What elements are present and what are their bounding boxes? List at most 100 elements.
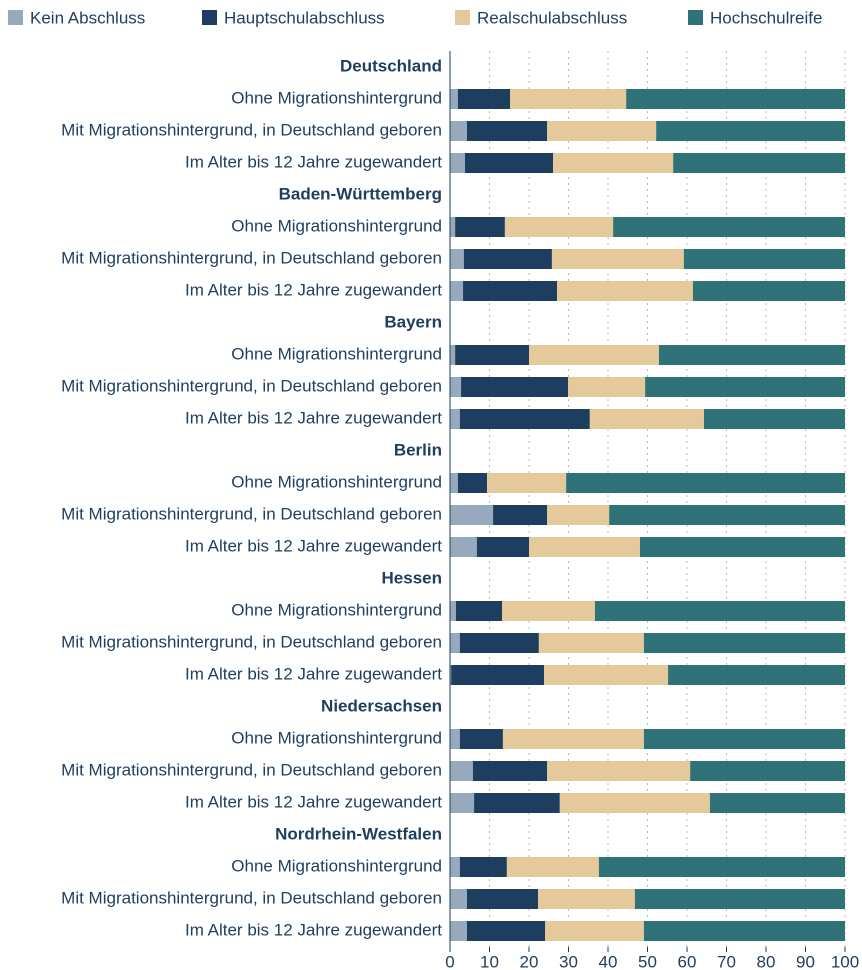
- bar-segment: [450, 249, 464, 269]
- x-tick-label: 100: [831, 952, 859, 970]
- bar-segment: [658, 345, 845, 365]
- bar-segment: [529, 345, 659, 365]
- bar-segment: [466, 121, 548, 141]
- bar-segment: [455, 217, 505, 237]
- bar-segment: [690, 761, 845, 781]
- x-tick-label: 20: [520, 952, 539, 970]
- bar-segment: [557, 281, 693, 301]
- category-label: Ohne Migrationshintergrund: [231, 728, 442, 747]
- bar-segment: [450, 153, 466, 173]
- group-label: Berlin: [394, 440, 442, 459]
- bar-segment: [538, 633, 644, 653]
- category-label: Mit Migrationshintergrund, in Deutschlan…: [61, 120, 442, 139]
- bar-segment: [465, 153, 554, 173]
- bar-segment: [643, 729, 845, 749]
- legend-swatch: [8, 10, 23, 25]
- x-tick-label: 0: [445, 952, 454, 970]
- bar-segment: [472, 761, 548, 781]
- bar-segment: [639, 537, 845, 557]
- bar-segment: [459, 729, 503, 749]
- category-label: Im Alter bis 12 Jahre zugewandert: [185, 664, 442, 683]
- bar-segment: [450, 473, 458, 493]
- bar-segment: [463, 281, 558, 301]
- bar-segment: [493, 505, 548, 525]
- bar-segment: [474, 793, 560, 813]
- bar-segment: [613, 217, 845, 237]
- category-label: Im Alter bis 12 Jahre zugewandert: [185, 152, 442, 171]
- bar-segment: [594, 601, 845, 621]
- bar-segment: [656, 121, 845, 141]
- bar-segment: [506, 857, 599, 877]
- legend-label: Realschulabschluss: [477, 8, 627, 27]
- group-label: Hessen: [382, 568, 442, 587]
- bar-segment: [673, 153, 845, 173]
- bar-segment: [551, 249, 684, 269]
- bar-segment: [466, 921, 546, 941]
- x-tick-label: 60: [678, 952, 697, 970]
- category-label: Im Alter bis 12 Jahre zugewandert: [185, 280, 442, 299]
- group-label: Bayern: [384, 312, 442, 331]
- legend-swatch: [455, 10, 470, 25]
- bar-segment: [634, 889, 845, 909]
- bar-segment: [545, 921, 644, 941]
- bar-segment: [643, 921, 845, 941]
- bar-segment: [547, 121, 657, 141]
- legend-label: Kein Abschluss: [30, 8, 145, 27]
- bar-segment: [450, 409, 460, 429]
- bar-segment: [459, 633, 539, 653]
- group-label: Deutschland: [340, 56, 442, 75]
- group-label: Niedersachsen: [321, 696, 442, 715]
- bar-segment: [547, 505, 610, 525]
- bar-segment: [457, 89, 511, 109]
- bar-segment: [566, 473, 845, 493]
- bar-segment: [450, 601, 456, 621]
- bar-segment: [510, 89, 627, 109]
- category-label: Mit Migrationshintergrund, in Deutschlan…: [61, 760, 442, 779]
- bar-segment: [544, 665, 669, 685]
- bar-segment: [502, 601, 595, 621]
- x-tick-label: 70: [717, 952, 736, 970]
- bar-segment: [547, 761, 691, 781]
- bar-segment: [450, 729, 460, 749]
- bar-segment: [450, 633, 460, 653]
- x-tick-label: 50: [638, 952, 657, 970]
- category-label: Im Alter bis 12 Jahre zugewandert: [185, 536, 442, 555]
- bar-segment: [450, 89, 458, 109]
- legend-swatch: [202, 10, 217, 25]
- category-label: Mit Migrationshintergrund, in Deutschlan…: [61, 632, 442, 651]
- bar-segment: [455, 601, 503, 621]
- bar-segment: [450, 217, 456, 237]
- bar-segment: [450, 761, 473, 781]
- category-label: Ohne Migrationshintergrund: [231, 856, 442, 875]
- category-label: Mit Migrationshintergrund, in Deutschlan…: [61, 888, 442, 907]
- bar-segment: [643, 633, 845, 653]
- bar-segment: [459, 857, 507, 877]
- bar-segment: [589, 409, 704, 429]
- bar-segment: [703, 409, 845, 429]
- bar-segment: [692, 281, 845, 301]
- bar-segment: [538, 889, 635, 909]
- bar-segment: [450, 857, 460, 877]
- bar-segment: [487, 473, 567, 493]
- x-tick-label: 90: [796, 952, 815, 970]
- category-label: Mit Migrationshintergrund, in Deutschlan…: [61, 376, 442, 395]
- bar-segment: [457, 473, 488, 493]
- category-label: Ohne Migrationshintergrund: [231, 216, 442, 235]
- bar-segment: [645, 377, 845, 397]
- category-label: Mit Migrationshintergrund, in Deutschlan…: [61, 248, 442, 267]
- bar-segment: [683, 249, 845, 269]
- bar-segment: [476, 537, 529, 557]
- bar-segment: [553, 153, 674, 173]
- bar-segment: [461, 377, 569, 397]
- bar-segment: [450, 889, 467, 909]
- bar-segment: [450, 665, 452, 685]
- bar-segment: [450, 793, 475, 813]
- legend-swatch: [688, 10, 703, 25]
- category-label: Im Alter bis 12 Jahre zugewandert: [185, 408, 442, 427]
- group-label: Nordrhein-Westfalen: [275, 824, 442, 843]
- bar-segment: [450, 505, 494, 525]
- bar-segment: [626, 89, 845, 109]
- bar-segment: [450, 345, 456, 365]
- category-label: Im Alter bis 12 Jahre zugewandert: [185, 792, 442, 811]
